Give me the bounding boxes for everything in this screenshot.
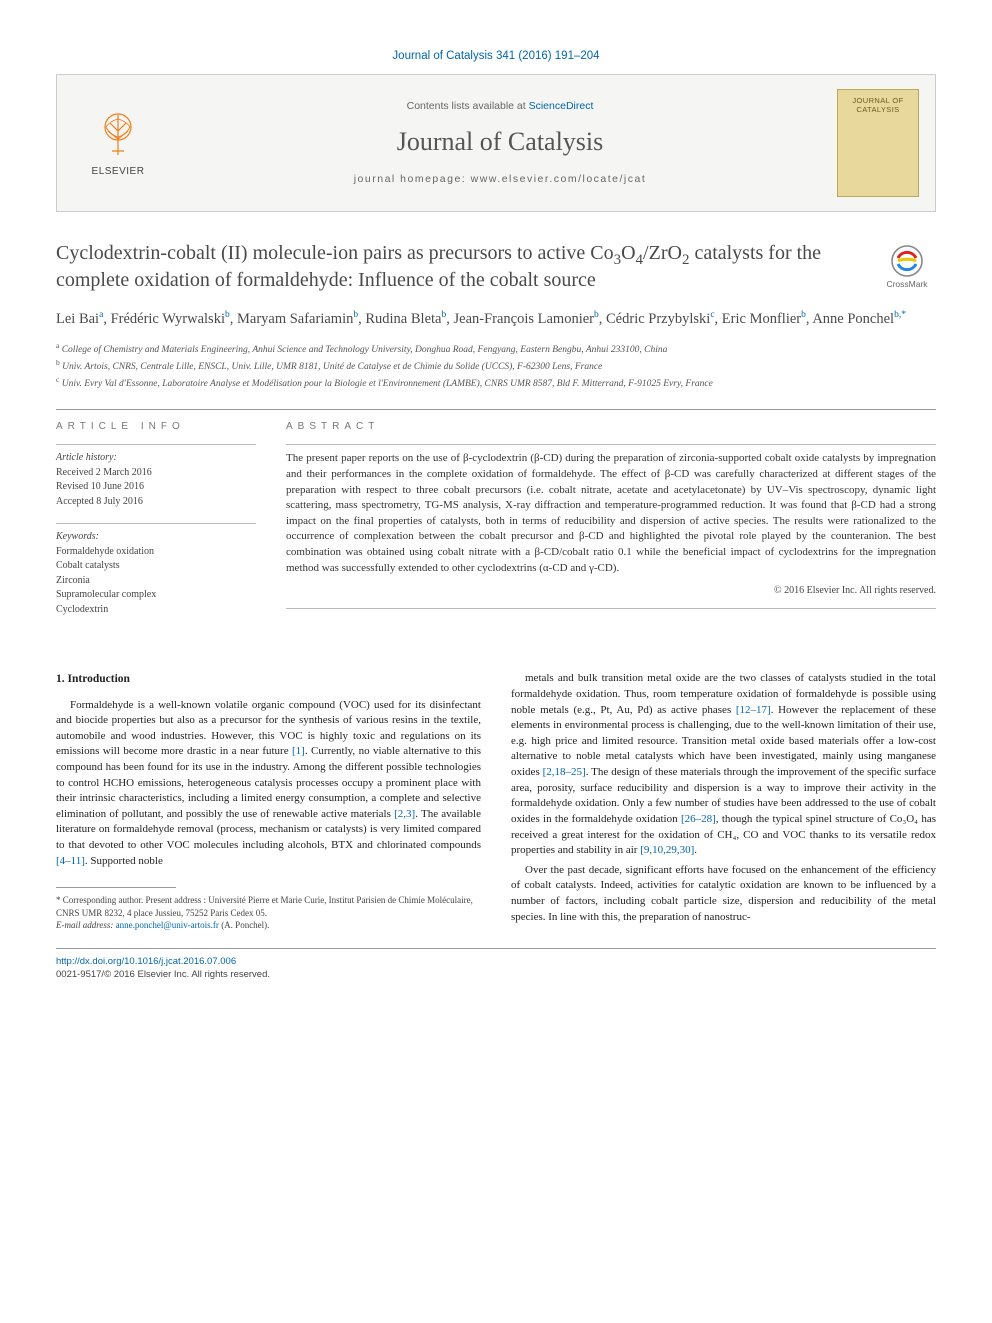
- article-history-block: Article history: Received 2 March 2016Re…: [56, 451, 256, 509]
- author: Jean-François Lamonierb: [453, 311, 598, 327]
- keywords-block: Keywords: Formaldehyde oxidationCobalt c…: [56, 530, 256, 617]
- affiliation: a College of Chemistry and Materials Eng…: [56, 341, 936, 358]
- title-part-1: Cyclodextrin-cobalt (II) molecule-ion pa…: [56, 242, 614, 264]
- keyword: Formaldehyde oxidation: [56, 545, 256, 560]
- issn-copyright: 0021-9517/© 2016 Elsevier Inc. All right…: [56, 968, 936, 981]
- email-suffix: (A. Ponchel).: [219, 920, 270, 930]
- author: Cédric Przybylskic: [606, 311, 715, 327]
- author-email-link[interactable]: anne.ponchel@univ-artois.fr: [116, 920, 219, 930]
- keyword: Cobalt catalysts: [56, 559, 256, 574]
- article-info-heading: ARTICLE INFO: [56, 420, 256, 434]
- contents-lists-line: Contents lists available at ScienceDirec…: [163, 99, 837, 114]
- author: Rudina Bletab: [365, 311, 446, 327]
- affiliation: b Univ. Artois, CNRS, Centrale Lille, EN…: [56, 358, 936, 375]
- keyword: Supramolecular complex: [56, 588, 256, 603]
- publisher-name: ELSEVIER: [92, 165, 145, 179]
- citation-ref[interactable]: [2,18–25]: [543, 766, 586, 778]
- homepage-prefix: journal homepage:: [354, 173, 471, 185]
- crossmark-icon: [890, 244, 924, 278]
- abstract-heading: ABSTRACT: [286, 420, 936, 434]
- banner-center: Contents lists available at ScienceDirec…: [163, 99, 837, 187]
- corresponding-author-footnote: * Corresponding author. Present address …: [56, 894, 481, 919]
- history-line: Accepted 8 July 2016: [56, 495, 256, 510]
- body-left-column: 1. Introduction Formaldehyde is a well-k…: [56, 671, 481, 932]
- publisher-logo-block: ELSEVIER: [73, 107, 163, 179]
- citation-ref[interactable]: [26–28]: [681, 813, 716, 825]
- body-two-column: 1. Introduction Formaldehyde is a well-k…: [56, 671, 936, 932]
- email-label: E-mail address:: [56, 920, 116, 930]
- citation-ref[interactable]: [1]: [292, 745, 305, 757]
- contents-prefix: Contents lists available at: [407, 100, 529, 112]
- title-part-2: O: [621, 242, 635, 264]
- footer-rule: [56, 948, 936, 949]
- crossmark-badge[interactable]: CrossMark: [878, 244, 936, 291]
- body-paragraph: Over the past decade, significant effort…: [511, 863, 936, 925]
- keyword: Zirconia: [56, 574, 256, 589]
- journal-citation: Journal of Catalysis 341 (2016) 191–204: [56, 48, 936, 64]
- history-line: Revised 10 June 2016: [56, 480, 256, 495]
- title-part-3: /ZrO: [643, 242, 682, 264]
- divider-rule: [56, 409, 936, 410]
- journal-homepage-line: journal homepage: www.elsevier.com/locat…: [163, 172, 837, 187]
- email-footnote: E-mail address: anne.ponchel@univ-artois…: [56, 919, 481, 932]
- authors-list: Lei Baia, Frédéric Wyrwalskib, Maryam Sa…: [56, 308, 936, 331]
- affiliation: c Univ. Evry Val d'Essonne, Laboratoire …: [56, 375, 936, 392]
- author: Maryam Safariaminb: [237, 311, 358, 327]
- abstract-rule: [286, 444, 936, 445]
- sciencedirect-link[interactable]: ScienceDirect: [529, 100, 594, 112]
- citation-ref[interactable]: [9,10,29,30]: [640, 844, 694, 856]
- elsevier-tree-icon: [90, 107, 146, 163]
- citation-ref[interactable]: [12–17]: [736, 704, 771, 716]
- journal-cover-thumbnail: JOURNAL OF CATALYSIS: [837, 89, 919, 197]
- journal-banner: ELSEVIER Contents lists available at Sci…: [56, 74, 936, 212]
- info-rule: [56, 523, 256, 524]
- cover-title: JOURNAL OF CATALYSIS: [842, 96, 914, 114]
- abstract-bottom-rule: [286, 608, 936, 609]
- citation-ref[interactable]: [4–11]: [56, 855, 85, 867]
- homepage-url[interactable]: www.elsevier.com/locate/jcat: [471, 173, 647, 185]
- abstract-text: The present paper reports on the use of …: [286, 451, 936, 576]
- body-paragraph: metals and bulk transition metal oxide a…: [511, 671, 936, 858]
- abstract-copyright: © 2016 Elsevier Inc. All rights reserved…: [286, 584, 936, 598]
- article-title: Cyclodextrin-cobalt (II) molecule-ion pa…: [56, 240, 862, 294]
- keywords-label: Keywords:: [56, 530, 256, 545]
- crossmark-label: CrossMark: [886, 279, 927, 291]
- journal-name: Journal of Catalysis: [163, 124, 837, 160]
- keyword: Cyclodextrin: [56, 603, 256, 618]
- citation-ref[interactable]: [2,3]: [394, 808, 415, 820]
- author: Frédéric Wyrwalskib: [111, 311, 230, 327]
- body-paragraph: Formaldehyde is a well-known volatile or…: [56, 698, 481, 870]
- author: Anne Ponchelb,*: [812, 311, 906, 327]
- author: Lei Baia: [56, 311, 103, 327]
- article-info-column: ARTICLE INFO Article history: Received 2…: [56, 420, 256, 631]
- body-right-column: metals and bulk transition metal oxide a…: [511, 671, 936, 932]
- footnote-rule: [56, 887, 176, 888]
- affiliations-list: a College of Chemistry and Materials Eng…: [56, 341, 936, 392]
- abstract-column: ABSTRACT The present paper reports on th…: [286, 420, 936, 631]
- info-rule: [56, 444, 256, 445]
- author: Eric Monflierb: [722, 311, 806, 327]
- history-line: Received 2 March 2016: [56, 466, 256, 481]
- history-label: Article history:: [56, 451, 256, 466]
- doi-link[interactable]: http://dx.doi.org/10.1016/j.jcat.2016.07…: [56, 955, 936, 968]
- intro-heading: 1. Introduction: [56, 671, 481, 687]
